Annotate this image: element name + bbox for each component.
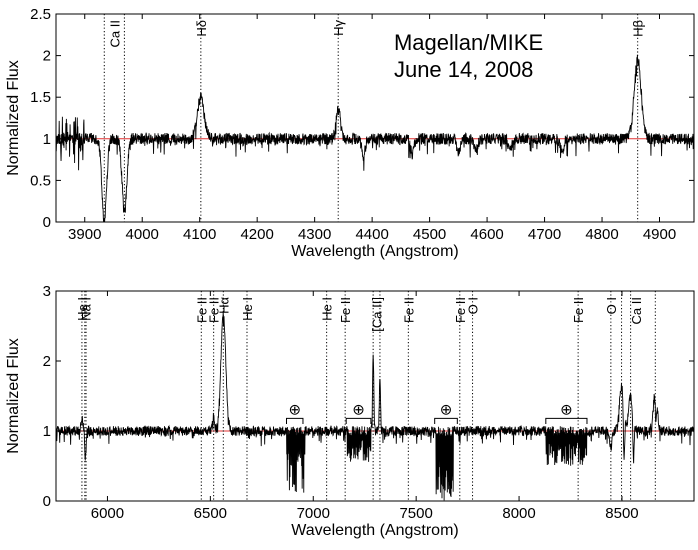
- x-tick-label: 6000: [91, 505, 124, 522]
- x-tick-label: 4200: [240, 226, 273, 243]
- line-id-label: Ca II: [629, 297, 644, 324]
- x-tick-label: 4000: [126, 226, 159, 243]
- line-id-label: Hδ: [194, 20, 209, 37]
- x-tick-label: 4300: [298, 226, 331, 243]
- x-tick-label: 4500: [413, 226, 446, 243]
- line-id-label: [Ca II]: [370, 297, 385, 332]
- line-id-label: He I: [320, 297, 335, 321]
- line-id-label: Fe II: [207, 297, 222, 323]
- top-spectrum-panel: Ca II Hδ Hγ Hβ 3900 4000 4100 4200 4300 4400 4500 4…: [5, 6, 695, 260]
- line-id-label: Fe II: [571, 297, 586, 323]
- x-tick-label: 7000: [297, 505, 330, 522]
- line-id-label: Hγ: [331, 20, 346, 36]
- line-id-label: Hβ: [631, 20, 646, 37]
- y-tick-label: 2.5: [30, 6, 51, 23]
- x-tick-label: 4100: [183, 226, 216, 243]
- x-tick-label: 8000: [502, 505, 535, 522]
- x-tick-label: 4700: [528, 226, 561, 243]
- telluric-bracket: [286, 417, 304, 424]
- y-axis-title: Normalized Flux: [5, 338, 22, 454]
- y-tick-label: 0: [43, 493, 51, 510]
- y-tick-label: 2: [43, 48, 51, 65]
- y-tick-label: 2: [43, 353, 51, 370]
- y-tick-label: 0: [43, 214, 51, 231]
- telluric-bracket: [434, 417, 458, 424]
- x-tick-label: 4400: [355, 226, 388, 243]
- y-tick-label: 1.5: [30, 89, 51, 106]
- spectrum-series: [56, 54, 694, 222]
- observation-annotation: June 14, 2008: [394, 57, 533, 82]
- line-id-label: Fe II: [453, 297, 468, 323]
- line-id-label: Fe II: [194, 297, 209, 323]
- y-tick-label: 0.5: [30, 172, 51, 189]
- plot-frame: [55, 13, 695, 223]
- y-axis-title: Normalized Flux: [5, 60, 22, 176]
- line-id-label: Na I: [78, 297, 93, 321]
- x-tick-label: 4900: [643, 226, 676, 243]
- x-tick-label: 6500: [194, 505, 227, 522]
- line-id-label: Hα: [216, 297, 231, 314]
- line-id-label: O I: [604, 297, 619, 314]
- line-id-label: Fe II: [338, 297, 353, 323]
- x-axis-title: Wavelength (Angstrom): [291, 522, 458, 539]
- line-id-label: O I: [466, 297, 481, 314]
- telluric-symbol: ⊕: [440, 401, 453, 418]
- telluric-symbol: ⊕: [352, 401, 365, 418]
- telluric-symbol: ⊕: [560, 401, 573, 418]
- y-tick-label: 1: [43, 131, 51, 148]
- x-tick-label: 3900: [68, 226, 101, 243]
- x-tick-label: 4800: [585, 226, 618, 243]
- x-tick-label: 8500: [605, 505, 638, 522]
- line-id-label: Ca II: [107, 20, 122, 47]
- x-tick-label: 4600: [470, 226, 503, 243]
- y-tick-label: 1: [43, 423, 51, 440]
- x-tick-label: 7500: [399, 505, 432, 522]
- plot-frame: [55, 290, 695, 502]
- line-id-label: Fe II: [401, 297, 416, 323]
- x-axis-title: Wavelength (Angstrom): [291, 243, 458, 260]
- line-id-label: He I: [240, 297, 255, 321]
- telluric-bracket: [545, 417, 588, 424]
- telluric-symbol: ⊕: [288, 401, 301, 418]
- spectrum-series: [56, 310, 694, 501]
- observation-annotation: Magellan/MIKE: [394, 30, 543, 55]
- y-tick-label: 3: [43, 283, 51, 300]
- telluric-bracket: [345, 417, 372, 424]
